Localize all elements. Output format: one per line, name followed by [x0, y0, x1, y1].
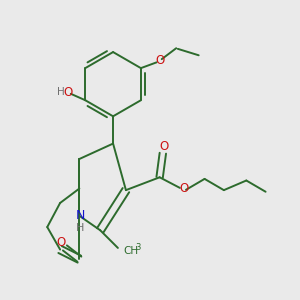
Text: O: O [56, 236, 66, 249]
Text: O: O [155, 54, 164, 67]
Text: H: H [76, 223, 84, 233]
Text: 3: 3 [136, 243, 141, 252]
Text: O: O [179, 182, 188, 195]
Text: O: O [159, 140, 168, 153]
Text: N: N [75, 209, 85, 222]
Text: CH: CH [124, 245, 139, 256]
Text: O: O [64, 86, 73, 99]
Text: H: H [57, 87, 64, 97]
